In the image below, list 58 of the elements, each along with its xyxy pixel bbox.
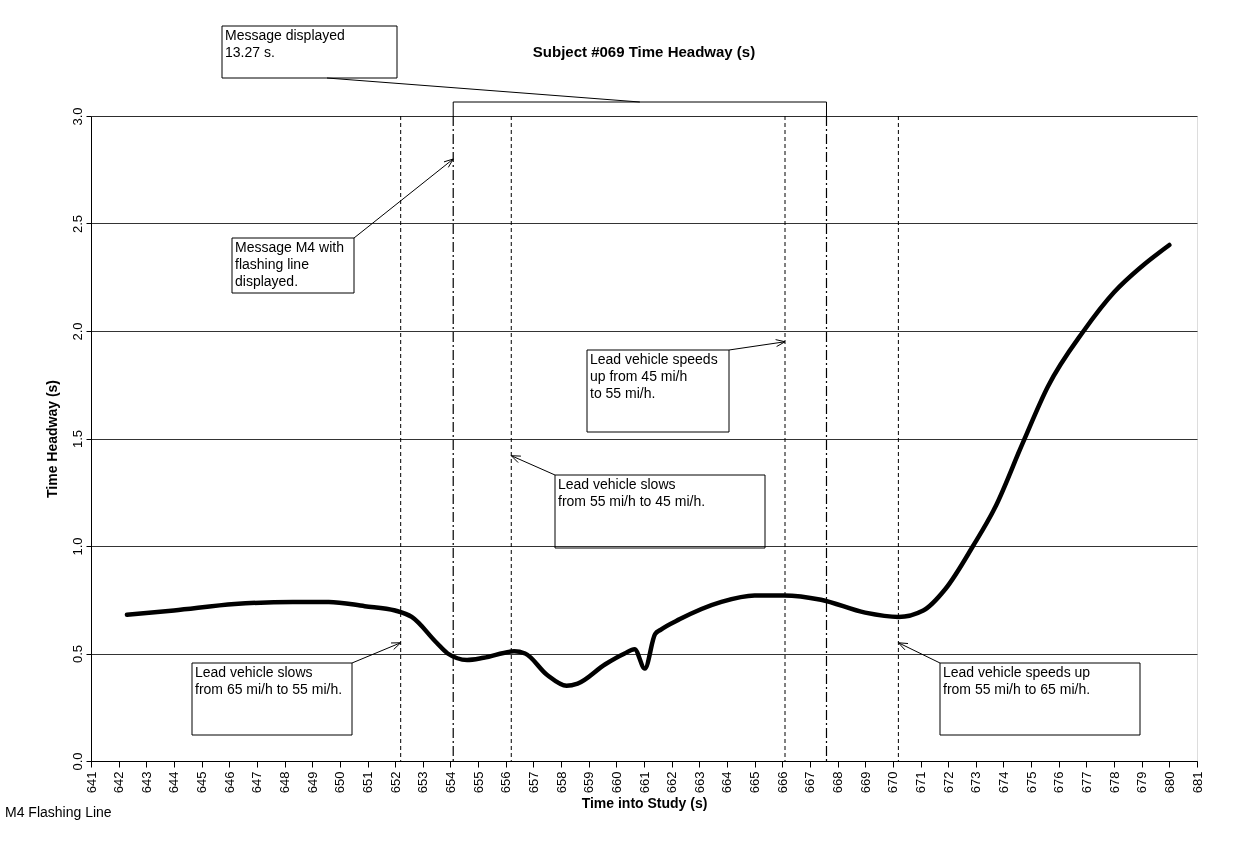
x-tick-label: 666 — [774, 771, 790, 794]
x-tick-label: 649 — [304, 771, 320, 794]
x-tick-label: 669 — [857, 771, 873, 794]
x-tick-label: 677 — [1078, 771, 1094, 794]
x-tick-label: 655 — [470, 771, 486, 794]
text: Message displayed 13.27 s. — [225, 27, 345, 60]
x-tick-label: 671 — [913, 771, 928, 794]
y-tick-label: 3.0 — [69, 107, 85, 126]
y-tick-label: 2.0 — [69, 322, 85, 341]
x-tick-label: 678 — [1106, 771, 1122, 794]
text: M4 Flashing Line — [5, 804, 112, 820]
x-tick-label: 642 — [111, 771, 127, 794]
x-tick-label: 681 — [1189, 771, 1205, 794]
x-tick-label: 641 — [83, 771, 99, 794]
y-tick-label: 0.5 — [69, 644, 85, 664]
y-axis-title: Time Headway (s) — [43, 379, 60, 499]
x-tick-label: 648 — [277, 771, 293, 794]
x-tick-label: 645 — [194, 771, 210, 794]
x-tick-label: 672 — [940, 771, 956, 794]
x-tick-label: 665 — [747, 771, 763, 794]
annotation: Lead vehicle speeds up from 55 mi/h to 65 mi/h. — [943, 664, 1091, 697]
x-tick-label: 661 — [636, 771, 652, 794]
x-tick-label: 670 — [885, 771, 901, 794]
x-tick-label: 667 — [802, 771, 818, 794]
x-tick-label: 646 — [221, 771, 237, 794]
x-tick-label: 659 — [581, 771, 597, 794]
y-tick-label: 1.5 — [69, 429, 85, 449]
x-tick-label: 656 — [498, 771, 514, 794]
annotation: Lead vehicle slows from 65 mi/h to 55 mi/h. — [195, 664, 343, 697]
y-tick-label: 1.0 — [69, 537, 85, 556]
y-tick-label: 0.0 — [69, 752, 85, 771]
x-axis-title: Time into Study (s) — [581, 795, 708, 812]
x-tick-label: 643 — [138, 771, 154, 794]
x-tick-label: 657 — [525, 771, 541, 794]
x-tick-label: 660 — [608, 771, 624, 794]
x-tick-label: 674 — [995, 771, 1011, 794]
y-tick-label: 2.5 — [69, 214, 85, 234]
x-tick-label: 650 — [332, 771, 348, 794]
x-tick-label: 664 — [719, 771, 735, 794]
x-tick-label: 675 — [1023, 771, 1039, 794]
x-tick-label: 652 — [387, 771, 403, 794]
annotation: Message M4 with flashing line displayed. — [235, 239, 344, 289]
annotation: Lead vehicle speeds up from 45 mi/h to 55 mi/h. — [590, 351, 718, 401]
x-tick-label: 668 — [830, 771, 846, 794]
chart-title: Subject #069 Time Headway (s) — [532, 43, 756, 60]
x-tick-label: 673 — [968, 771, 984, 794]
x-tick-label: 662 — [664, 771, 680, 794]
x-tick-label: 676 — [1051, 771, 1067, 794]
x-tick-label: 653 — [415, 771, 431, 794]
x-tick-label: 651 — [360, 771, 375, 794]
x-tick-label: 663 — [691, 771, 707, 794]
x-tick-label: 679 — [1134, 771, 1150, 794]
x-tick-label: 658 — [553, 771, 569, 794]
x-tick-label: 644 — [166, 771, 182, 794]
x-tick-label: 654 — [442, 771, 458, 794]
x-tick-label: 647 — [249, 771, 265, 794]
annotation: Lead vehicle slows from 55 mi/h to 45 mi/h. — [558, 476, 706, 509]
x-tick-label: 680 — [1161, 771, 1177, 794]
